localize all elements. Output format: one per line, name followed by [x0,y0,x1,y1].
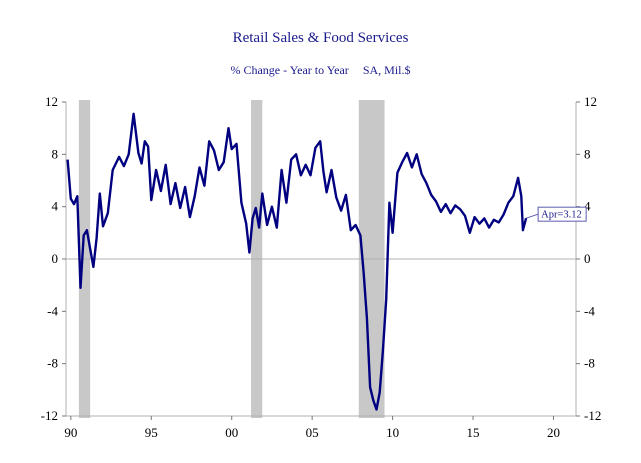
y-tick-left-label: 12 [45,94,58,109]
annotation-box [537,206,587,222]
x-tick-label: 05 [306,425,319,440]
chart-title: Retail Sales & Food Services [232,30,409,46]
retail-sales-line [66,112,528,411]
x-tick-label: 10 [386,425,399,440]
y-tick-left-label: 8 [52,146,59,161]
x-tick-label: 20 [547,425,560,440]
y-tick-left-label: -4 [47,303,58,318]
y-tick-left-label: 0 [52,251,59,266]
chart-subtitle: % Change - Year to Year SA, Mil.$ [0,63,641,78]
x-tick-label: 15 [467,425,480,440]
y-tick-right-label: 4 [584,199,591,214]
annotation-label: Apr=3.12 [541,210,582,221]
x-tick-label: 90 [64,425,77,440]
x-tick-label: 95 [145,425,158,440]
y-tick-right-label: -8 [584,356,595,371]
y-tick-left-label: -12 [41,408,58,423]
subtitle-units: SA, Mil.$ [362,63,411,77]
y-tick-right-label: -12 [584,408,601,423]
y-tick-right-label: 12 [584,94,597,109]
y-tick-left-label: -8 [47,356,58,371]
y-tick-right-label: 0 [584,251,591,266]
y-tick-left-label: 4 [52,199,59,214]
x-tick-label: 00 [225,425,238,440]
annotation-leader [525,213,539,219]
y-tick-right-label: -4 [584,303,595,318]
subtitle-measure: % Change - Year to Year [230,63,349,77]
y-tick-right-label: 8 [584,146,591,161]
